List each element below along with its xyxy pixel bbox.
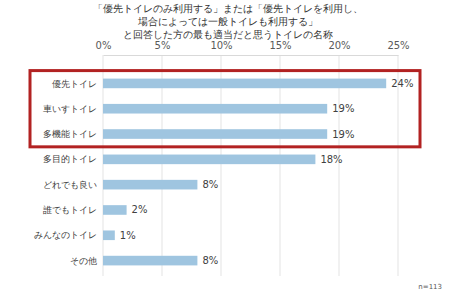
chart: 「優先トイレのみ利用する」または「優先トイレを利用し、場合によっては一般トイレも… [0, 0, 450, 294]
bar [103, 79, 386, 89]
data-label: 19% [332, 103, 354, 114]
data-label: 24% [391, 78, 413, 89]
data-labels: 24% 19% 19% 18% 8% 2% 1% 8% [120, 78, 414, 266]
x-axis: 0% 5% 10% 15% 20% 25% [96, 40, 410, 56]
category-label: 優先トイレ [52, 79, 97, 89]
annotation: n=113 [418, 283, 442, 291]
tick: 10% [210, 40, 232, 55]
data-label: 2% [132, 204, 148, 215]
bar [103, 205, 127, 215]
data-label: 8% [202, 179, 218, 190]
tick: 25% [387, 40, 409, 55]
title-line: 「優先トイレのみ利用する」または「優先トイレを利用し、 [93, 3, 363, 14]
title-line: 場合によっては一般トイレも利用する」 [137, 16, 318, 27]
tick-label: 15% [269, 40, 291, 51]
bar [103, 256, 197, 266]
tick-label: 10% [210, 40, 232, 51]
tick: 0% [96, 40, 112, 55]
category-label: みんなのトイレ [34, 230, 97, 240]
tick-label: 5% [155, 40, 171, 51]
category-label: 誰でもトイレ [43, 205, 97, 215]
category-label: 多機能トイレ [43, 129, 97, 139]
data-label: 19% [332, 129, 354, 140]
title-line: と回答した方の最も適当だと思うトイレの名称 [123, 29, 333, 40]
category-label: 車いすトイレ [43, 104, 97, 114]
data-label: 8% [202, 255, 218, 266]
bar [103, 180, 197, 190]
category-labels: 優先トイレ車いすトイレ多機能トイレ多目的トイレどれでも良い誰でもトイレみんなのト… [34, 79, 97, 266]
category-label: 多目的トイレ [43, 154, 97, 164]
highlight-frame [30, 71, 420, 147]
grid [103, 55, 398, 276]
data-label: 1% [120, 230, 136, 241]
title: 「優先トイレのみ利用する」または「優先トイレを利用し、場合によっては一般トイレも… [93, 3, 363, 40]
bars [103, 79, 386, 266]
data-label: 18% [320, 154, 342, 165]
axis-line [104, 55, 399, 56]
category-label: その他 [70, 256, 97, 266]
tick-label: 20% [328, 40, 350, 51]
tick: 20% [328, 40, 350, 55]
bar [103, 129, 327, 139]
bar [103, 104, 327, 114]
tick: 5% [155, 40, 171, 55]
category-label: どれでも良い [43, 180, 97, 190]
tick: 15% [269, 40, 291, 55]
bar [103, 155, 315, 165]
bar [103, 230, 115, 240]
tick-label: 0% [96, 40, 112, 51]
tick-label: 25% [387, 40, 409, 51]
